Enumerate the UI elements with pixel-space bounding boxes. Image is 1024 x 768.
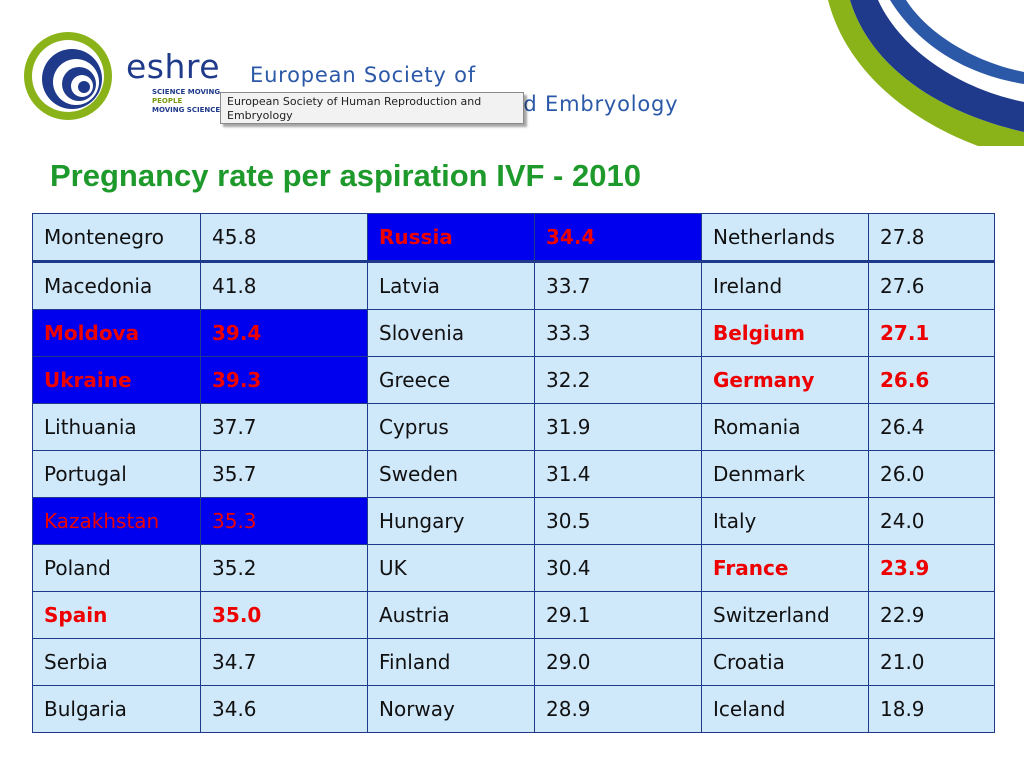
country-cell: Switzerland: [701, 591, 869, 639]
society-name-line-1: European Society of: [250, 63, 476, 87]
eshre-logo-icon: [24, 32, 112, 120]
rate-cell: 33.7: [534, 261, 702, 310]
rate-cell: 22.9: [868, 591, 995, 639]
rate-cell: 27.8: [868, 213, 995, 263]
country-cell: Denmark: [701, 450, 869, 498]
rate-cell: 34.6: [200, 685, 368, 733]
rate-cell: 35.2: [200, 544, 368, 592]
country-cell: Romania: [701, 403, 869, 451]
country-cell: Germany: [701, 356, 869, 404]
rate-cell: 26.4: [868, 403, 995, 451]
rate-cell: 33.3: [534, 309, 702, 357]
rate-cell: 27.6: [868, 261, 995, 310]
country-cell: Ireland: [701, 261, 869, 310]
country-cell: Cyprus: [367, 403, 535, 451]
country-cell: Finland: [367, 638, 535, 686]
rate-cell: 29.1: [534, 591, 702, 639]
rate-cell: 28.9: [534, 685, 702, 733]
table-row: Serbia 34.7 Finland 29.0 Croatia 21.0: [32, 638, 995, 686]
country-cell: Latvia: [367, 261, 535, 310]
country-cell: Kazakhstan: [32, 497, 201, 545]
page-title: Pregnancy rate per aspiration IVF - 2010: [50, 158, 641, 193]
rate-cell: 30.5: [534, 497, 702, 545]
rate-cell: 21.0: [868, 638, 995, 686]
country-cell: Russia: [367, 213, 535, 263]
tagline-line-1: SCIENCE MOVING: [152, 88, 221, 96]
table-row: Kazakhstan 35.3 Hungary 30.5 Italy 24.0: [32, 497, 995, 545]
country-cell: Montenegro: [32, 213, 201, 263]
country-cell: Bulgaria: [32, 685, 201, 733]
country-cell: UK: [367, 544, 535, 592]
country-cell: Lithuania: [32, 403, 201, 451]
country-cell: France: [701, 544, 869, 592]
country-cell: Croatia: [701, 638, 869, 686]
country-cell: Ukraine: [32, 356, 201, 404]
corner-swoosh-icon: [828, 0, 1024, 146]
tagline-line-3: MOVING SCIENCE: [152, 106, 221, 114]
rate-cell: 35.3: [200, 497, 368, 545]
rate-cell: 35.0: [200, 591, 368, 639]
country-cell: Norway: [367, 685, 535, 733]
country-cell: Spain: [32, 591, 201, 639]
country-cell: Serbia: [32, 638, 201, 686]
rate-cell: 39.4: [200, 309, 368, 357]
tooltip: European Society of Human Reproduction a…: [220, 92, 524, 124]
rate-cell: 34.7: [200, 638, 368, 686]
table-row: Poland 35.2 UK 30.4 France 23.9: [32, 544, 995, 592]
rate-cell: 30.4: [534, 544, 702, 592]
ivf-rate-table: Montenegro 45.8 Russia 34.4 Netherlands 27.8 M…: [32, 213, 995, 733]
brand-name: eshre: [126, 47, 221, 86]
rate-cell: 23.9: [868, 544, 995, 592]
country-cell: Austria: [367, 591, 535, 639]
rate-cell: 41.8: [200, 261, 368, 310]
table-row: Bulgaria 34.6 Norway 28.9 Iceland 18.9: [32, 685, 995, 733]
rate-cell: 32.2: [534, 356, 702, 404]
brand-tagline: SCIENCE MOVING PEOPLE MOVING SCIENCE: [152, 88, 232, 115]
table-row: Macedonia 41.8 Latvia 33.7 Ireland 27.6: [32, 261, 995, 310]
rate-cell: 31.4: [534, 450, 702, 498]
tagline-line-2: PEOPLE: [152, 97, 183, 105]
country-cell: Italy: [701, 497, 869, 545]
rate-cell: 39.3: [200, 356, 368, 404]
table-row: Ukraine 39.3 Greece 32.2 Germany 26.6: [32, 356, 995, 404]
country-cell: Iceland: [701, 685, 869, 733]
country-cell: Poland: [32, 544, 201, 592]
rate-cell: 31.9: [534, 403, 702, 451]
table-row: Portugal 35.7 Sweden 31.4 Denmark 26.0: [32, 450, 995, 498]
country-cell: Netherlands: [701, 213, 869, 263]
country-cell: Portugal: [32, 450, 201, 498]
rate-cell: 34.4: [534, 213, 702, 263]
table-body: Montenegro 45.8 Russia 34.4 Netherlands 27.8 M…: [32, 213, 995, 733]
country-cell: Macedonia: [32, 261, 201, 310]
country-cell: Slovenia: [367, 309, 535, 357]
rate-cell: 26.6: [868, 356, 995, 404]
table-row: Lithuania 37.7 Cyprus 31.9 Romania 26.4: [32, 403, 995, 451]
rate-cell: 35.7: [200, 450, 368, 498]
rate-cell: 37.7: [200, 403, 368, 451]
country-cell: Hungary: [367, 497, 535, 545]
rate-cell: 29.0: [534, 638, 702, 686]
country-cell: Belgium: [701, 309, 869, 357]
rate-cell: 18.9: [868, 685, 995, 733]
table-row: Montenegro 45.8 Russia 34.4 Netherlands 27.8: [32, 213, 995, 263]
country-cell: Greece: [367, 356, 535, 404]
rate-cell: 27.1: [868, 309, 995, 357]
rate-cell: 24.0: [868, 497, 995, 545]
table-row: Moldova 39.4 Slovenia 33.3 Belgium 27.1: [32, 309, 995, 357]
table-row: Spain 35.0 Austria 29.1 Switzerland 22.9: [32, 591, 995, 639]
rate-cell: 26.0: [868, 450, 995, 498]
rate-cell: 45.8: [200, 213, 368, 263]
country-cell: Sweden: [367, 450, 535, 498]
country-cell: Moldova: [32, 309, 201, 357]
